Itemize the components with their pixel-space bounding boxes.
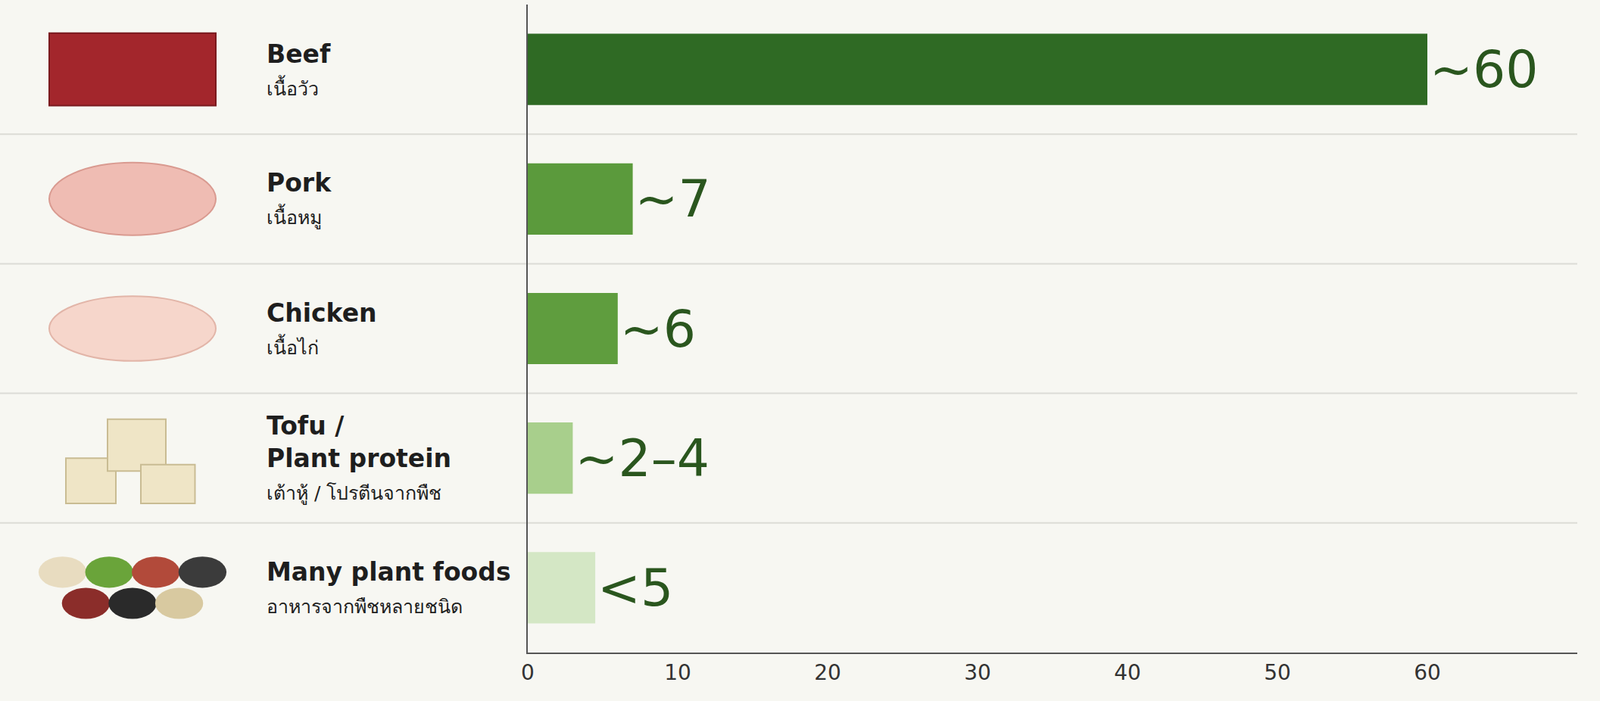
svg-text:Chickenเนื้อไก่: Chickenเนื้อไก่ [266, 298, 378, 359]
svg-text:Tofu /Plant proteinเต้าหู้ / โ: Tofu /Plant proteinเต้าหู้ / โปรตีนจากพื… [266, 411, 452, 506]
svg-text:Porkเนื้อหมู: Porkเนื้อหมู [266, 168, 332, 230]
svg-text:~6: ~6 [620, 299, 696, 359]
svg-text:0: 0 [520, 660, 535, 686]
svg-text:40: 40 [1113, 660, 1142, 686]
svg-text:60: 60 [1413, 660, 1441, 686]
svg-text:20: 20 [814, 660, 842, 686]
svg-text:30: 30 [963, 660, 992, 686]
svg-text:<5: <5 [597, 558, 674, 618]
svg-text:~7: ~7 [635, 168, 712, 229]
svg-text:~2–4: ~2–4 [574, 428, 710, 489]
svg-text:10: 10 [664, 660, 692, 686]
svg-text:Many plant foodsอาหารจากพืชหลา: Many plant foodsอาหารจากพืชหลายชนิด [266, 557, 512, 618]
svg-text:Beefเนื้อวัว: Beefเนื้อวัว [266, 39, 331, 100]
svg-text:~60: ~60 [1429, 39, 1539, 100]
svg-text:50: 50 [1263, 660, 1292, 686]
